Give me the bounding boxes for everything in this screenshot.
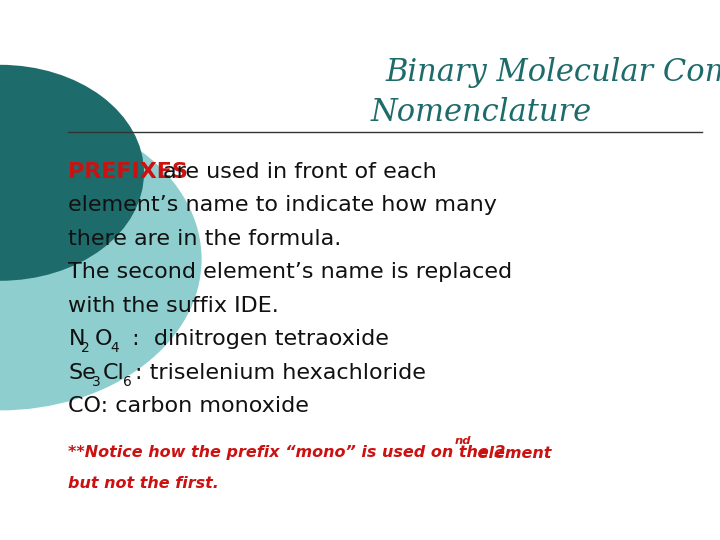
Text: **Notice how the prefix “mono” is used on the 2: **Notice how the prefix “mono” is used o…: [68, 446, 506, 461]
Circle shape: [0, 65, 144, 281]
Text: N: N: [68, 329, 85, 349]
Text: element’s name to indicate how many: element’s name to indicate how many: [68, 195, 498, 215]
Text: there are in the formula.: there are in the formula.: [68, 229, 342, 249]
Text: element: element: [472, 446, 552, 461]
Text: nd: nd: [455, 436, 472, 446]
Text: but not the first.: but not the first.: [68, 476, 220, 491]
Text: Binary Molecular Compounds & Their: Binary Molecular Compounds & Their: [385, 57, 720, 87]
Text: CO: carbon monoxide: CO: carbon monoxide: [68, 396, 310, 416]
Text: 3: 3: [91, 375, 100, 389]
Text: : triselenium hexachloride: : triselenium hexachloride: [135, 363, 426, 383]
Text: PREFIXES: PREFIXES: [68, 162, 188, 182]
Circle shape: [0, 108, 202, 410]
Text: with the suffix IDE.: with the suffix IDE.: [68, 296, 279, 316]
Text: 4: 4: [110, 341, 119, 355]
Text: Se: Se: [68, 363, 96, 383]
Text: O: O: [94, 329, 112, 349]
Text: The second element’s name is replaced: The second element’s name is replaced: [68, 262, 513, 282]
Text: :  dinitrogen tetraoxide: : dinitrogen tetraoxide: [125, 329, 388, 349]
Text: 6: 6: [123, 375, 132, 389]
Text: are used in front of each: are used in front of each: [163, 162, 437, 182]
Text: 2: 2: [81, 341, 90, 355]
Text: Cl: Cl: [103, 363, 125, 383]
Text: Nomenclature: Nomenclature: [371, 97, 592, 128]
